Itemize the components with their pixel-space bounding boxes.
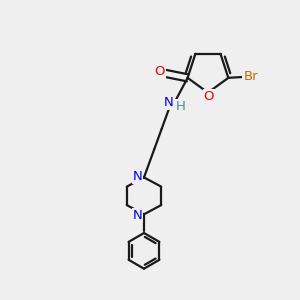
Text: N: N xyxy=(164,96,174,109)
Text: Br: Br xyxy=(243,70,258,83)
Text: N: N xyxy=(133,209,142,222)
Text: O: O xyxy=(204,90,214,103)
Text: N: N xyxy=(133,170,142,183)
Text: H: H xyxy=(176,100,186,112)
Text: O: O xyxy=(154,64,165,77)
